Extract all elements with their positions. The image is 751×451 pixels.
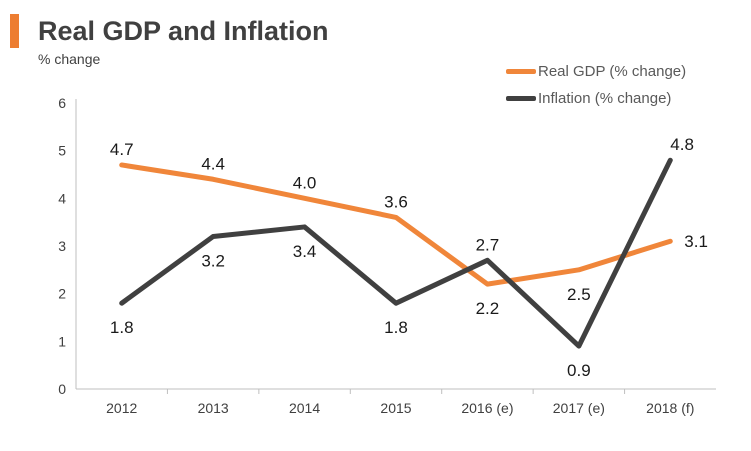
legend-item-real-gdp: Real GDP (% change) [506, 58, 686, 85]
legend-swatch-inflation [506, 96, 536, 101]
data-labels: 4.7 4.4 4.0 3.6 2.2 2.5 3.1 1.8 3.2 3.4 1.8 2.7 0.9 4… [110, 135, 708, 380]
data-label-inflation: 1.8 [110, 318, 134, 337]
data-label-inflation: 2.7 [476, 235, 500, 254]
data-label-real-gdp: 2.2 [476, 299, 500, 318]
y-tick-label: 5 [58, 143, 66, 159]
y-tick-label: 1 [58, 333, 66, 349]
data-label-real-gdp: 2.5 [567, 285, 591, 304]
data-label-real-gdp: 4.4 [201, 154, 225, 173]
y-tick-label: 3 [58, 238, 66, 254]
series-lines [119, 157, 673, 349]
legend-swatch-real-gdp [506, 69, 536, 74]
y-tick-label: 2 [58, 286, 66, 302]
data-label-inflation: 1.8 [384, 318, 408, 337]
data-label-real-gdp: 4.7 [110, 140, 134, 159]
data-label-inflation: 0.9 [567, 361, 591, 380]
legend: Real GDP (% change) Inflation (% change) [506, 58, 686, 112]
x-tick-label: 2017 (e) [553, 400, 605, 416]
legend-item-inflation: Inflation (% change) [506, 85, 686, 112]
axes: 0 1 2 3 4 5 6 2012 2013 2014 2015 2016 (e) 2017 (e) 2… [58, 95, 716, 416]
y-tick-label: 6 [58, 95, 66, 111]
unit-label: % change [38, 51, 101, 67]
y-tick-label: 0 [58, 381, 66, 397]
legend-label-inflation: Inflation (% change) [538, 90, 672, 107]
data-label-inflation: 4.8 [670, 135, 694, 154]
data-label-real-gdp: 4.0 [293, 173, 317, 192]
x-tick-label: 2016 (e) [461, 400, 513, 416]
chart-title: Real GDP and Inflation [38, 16, 329, 46]
data-label-inflation: 3.2 [201, 251, 225, 270]
x-tick-label: 2015 [380, 400, 411, 416]
series-line-real-gdp [119, 162, 673, 287]
legend-label-real-gdp: Real GDP (% change) [538, 63, 687, 80]
x-tick-label: 2013 [198, 400, 229, 416]
data-label-real-gdp: 3.6 [384, 192, 408, 211]
series-line-inflation [119, 157, 673, 349]
x-tick-label: 2014 [289, 400, 320, 416]
x-tick-label: 2012 [106, 400, 137, 416]
x-tick-label: 2018 (f) [646, 400, 694, 416]
data-label-inflation: 3.4 [293, 242, 317, 261]
data-label-real-gdp: 3.1 [684, 232, 708, 251]
title-accent-bar [10, 14, 19, 48]
y-tick-label: 4 [58, 190, 66, 206]
